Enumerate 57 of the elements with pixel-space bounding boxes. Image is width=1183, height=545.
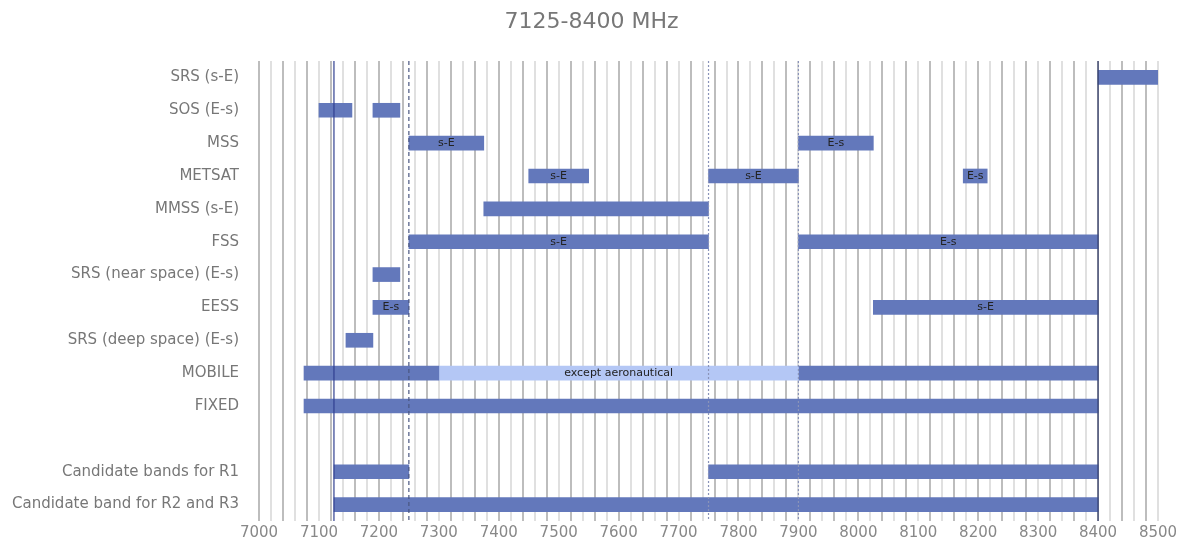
y-tick-label: Candidate bands for R1: [61, 461, 240, 480]
x-tick-label: 7100: [299, 522, 339, 541]
bar: [408, 234, 709, 250]
y-tick-label: SRS (s-E): [170, 67, 240, 86]
bar: [798, 135, 874, 151]
x-tick-label: 7200: [359, 522, 398, 541]
bar: [303, 365, 440, 381]
y-tick-label: SRS (near space) (E-s): [71, 264, 240, 283]
data-label: E-s: [939, 234, 957, 248]
bar: [798, 234, 1099, 250]
chart-title: 7125-8400 MHz: [503, 7, 680, 35]
x-tick-label: 8000: [839, 522, 878, 541]
data-label: s-E: [550, 234, 568, 248]
x-tick-label: 8400: [1078, 522, 1118, 541]
bar: [333, 464, 410, 480]
x-tick-label: 7800: [719, 522, 758, 541]
x-tick-label: 8500: [1138, 522, 1178, 541]
bar: [318, 102, 353, 118]
bar: [708, 464, 1099, 480]
x-tick-label: 7500: [539, 522, 578, 541]
bar: [345, 332, 374, 348]
data-label: s-E: [550, 168, 568, 182]
y-tick-label: SRS (deep space) (E-s): [67, 330, 240, 349]
bar: [708, 168, 799, 184]
bar: [303, 398, 1099, 414]
data-label: s-E: [977, 300, 995, 314]
y-tick-label: MMSS (s-E): [154, 198, 240, 217]
data-label: except aeronautical: [564, 366, 674, 379]
data-label: s-E: [438, 136, 455, 149]
x-tick-label: 7400: [479, 522, 518, 541]
x-tick-label: 7700: [659, 522, 698, 541]
bar: [1097, 70, 1158, 85]
y-tick-label: METSAT: [179, 165, 240, 184]
y-tick-label: MSS: [207, 133, 240, 152]
data-label: E-s: [382, 300, 400, 314]
x-tick-label: 7600: [599, 522, 638, 541]
y-tick-label: Candidate band for R2 and R3: [12, 494, 240, 513]
x-tick-label: 8300: [1019, 522, 1058, 541]
bar: [372, 267, 401, 282]
bar: [372, 102, 401, 118]
bar: [798, 365, 1099, 381]
y-tick-label: FIXED: [194, 395, 240, 414]
bar: [333, 497, 1099, 512]
x-tick-label: 8200: [959, 522, 998, 541]
data-label: E-s: [827, 136, 845, 149]
y-tick-label: FSS: [211, 231, 240, 250]
x-tick-label: 8100: [899, 522, 938, 541]
data-label: s-E: [745, 168, 762, 182]
data-label: E-s: [966, 168, 984, 182]
bar: [483, 201, 709, 217]
bar: [873, 300, 1099, 315]
y-tick-label: SOS (E-s): [169, 100, 240, 119]
y-tick-label: MOBILE: [181, 363, 240, 382]
x-tick-label: 7000: [239, 522, 279, 541]
x-tick-label: 7300: [419, 522, 458, 541]
y-tick-label: EESS: [201, 297, 240, 316]
x-tick-label: 7900: [779, 522, 818, 541]
